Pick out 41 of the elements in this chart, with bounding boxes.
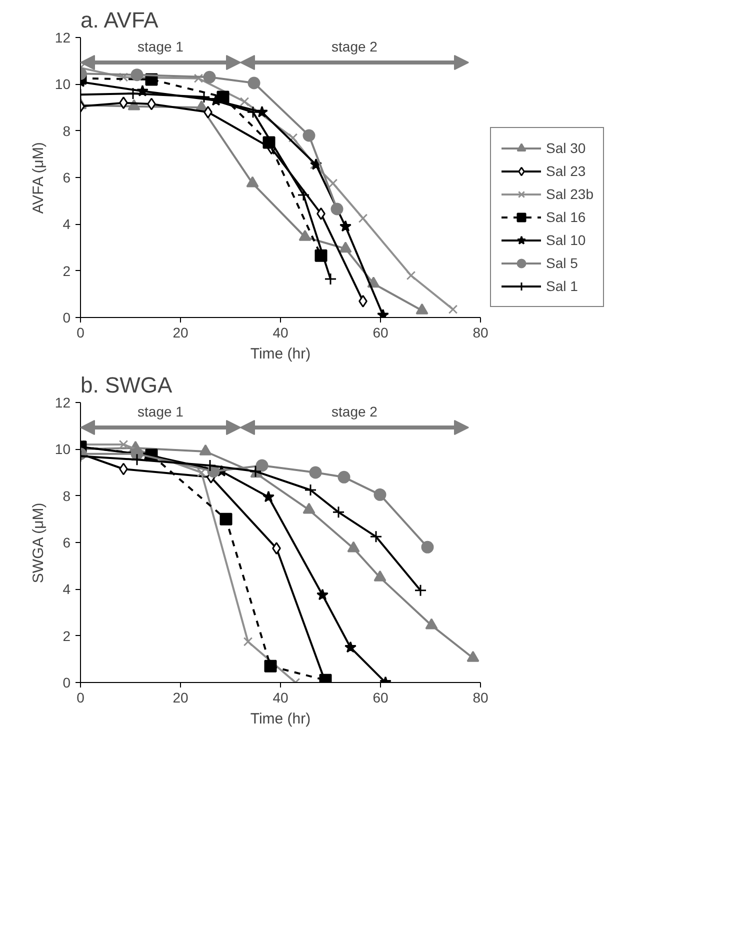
x-tick-label: 20 — [172, 690, 188, 706]
y-tick-label: 10 — [54, 441, 71, 458]
legend-label: Sal 5 — [546, 255, 578, 271]
annotation: stage 1 — [138, 404, 184, 420]
x-tick-label: 0 — [76, 324, 85, 340]
annotation: stage 1 — [138, 38, 184, 54]
y-tick-label: 0 — [62, 310, 71, 326]
x-tick-label: 20 — [172, 324, 188, 340]
x-tick-label: 80 — [472, 690, 488, 706]
legend-label: Sal 16 — [546, 209, 586, 225]
legend-label: Sal 23 — [546, 163, 586, 179]
y-tick-label: 4 — [62, 216, 71, 232]
x-tick-label: 0 — [76, 690, 85, 706]
y-tick-label: 0 — [62, 674, 71, 690]
x-tick-label: 60 — [372, 690, 388, 706]
legend-label: Sal 30 — [546, 140, 586, 156]
legend-label: Sal 1 — [546, 278, 578, 294]
y-axis-title: AVFA (μM) — [30, 142, 47, 214]
y-tick-label: 6 — [62, 534, 71, 550]
y-tick-label: 12 — [54, 30, 71, 46]
x-axis-title: Time (hr) — [250, 710, 311, 728]
x-tick-label: 80 — [472, 324, 488, 340]
chart-title: a. AVFA — [80, 8, 159, 32]
x-tick-label: 60 — [372, 324, 388, 340]
y-tick-label: 6 — [62, 170, 71, 186]
legend-label: Sal 10 — [546, 232, 586, 248]
x-tick-label: 40 — [272, 324, 288, 340]
x-axis-title: Time (hr) — [250, 346, 311, 362]
y-tick-label: 12 — [54, 394, 71, 410]
annotation: stage 2 — [332, 404, 378, 420]
chart-title: b. SWGA — [80, 372, 173, 398]
y-tick-label: 8 — [62, 488, 71, 504]
y-tick-label: 8 — [62, 122, 71, 139]
y-tick-label: 10 — [54, 76, 71, 92]
x-tick-label: 40 — [272, 690, 288, 706]
y-tick-label: 2 — [62, 628, 71, 644]
y-tick-label: 4 — [62, 581, 71, 598]
y-tick-label: 2 — [62, 262, 71, 279]
legend-label: Sal 23b — [546, 186, 594, 202]
y-axis-title: SWGA (μM) — [30, 502, 47, 584]
annotation: stage 2 — [332, 38, 378, 54]
